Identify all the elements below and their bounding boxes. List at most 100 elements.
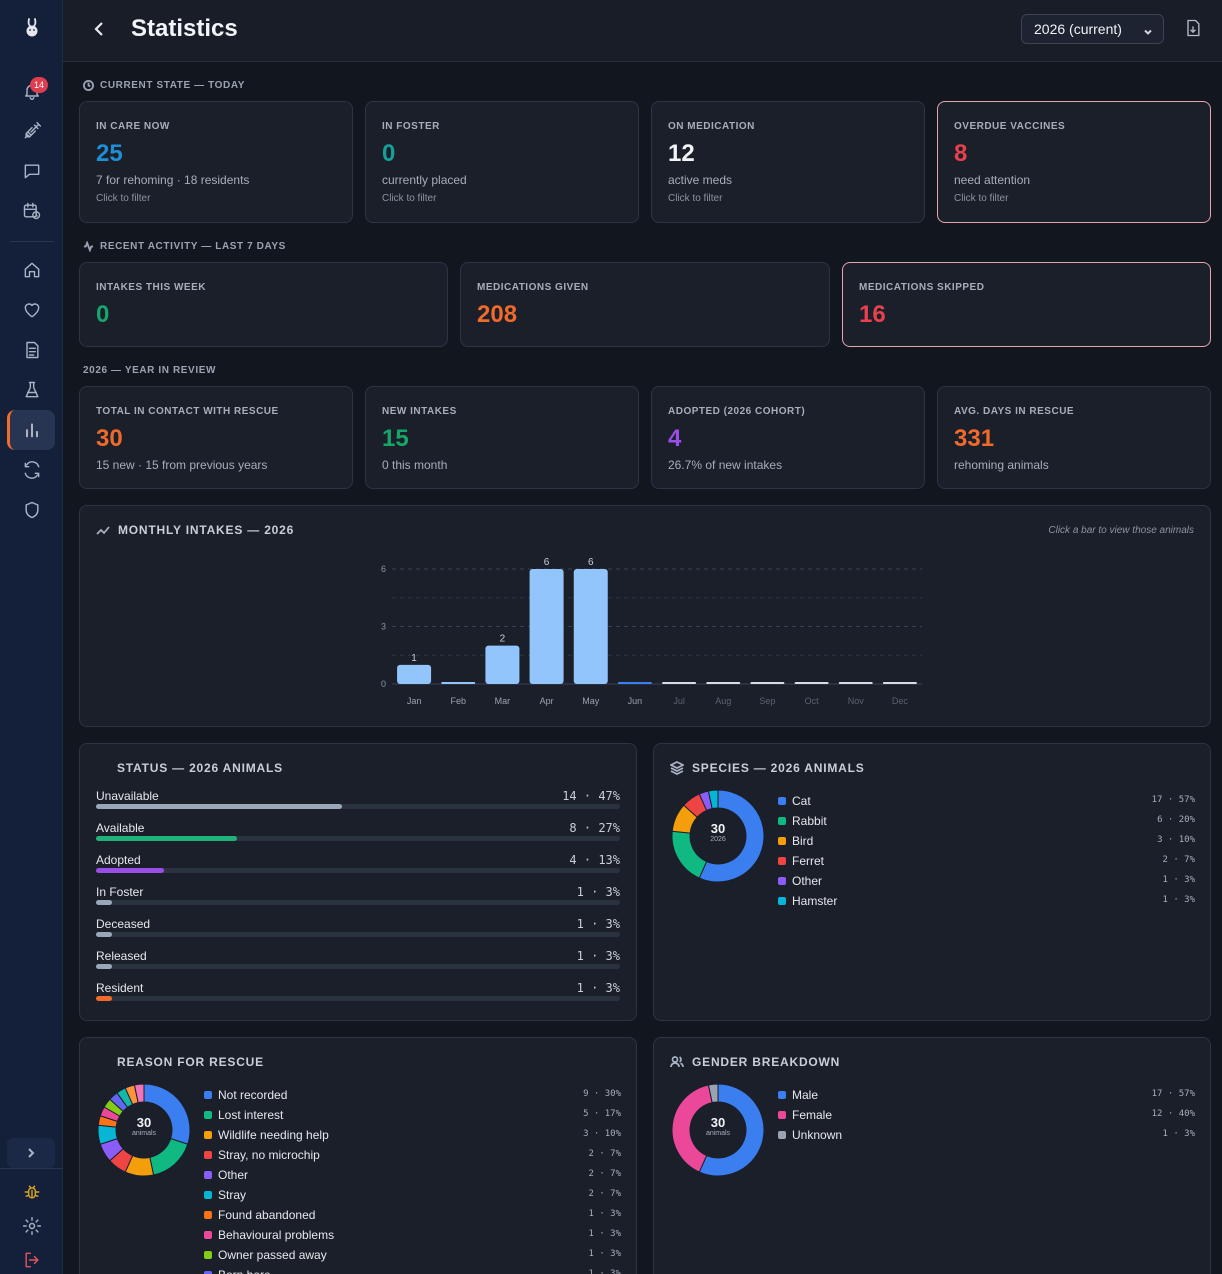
legend-item[interactable]: Other 2 · 7% [204,1168,621,1182]
legend-name: Not recorded [218,1088,288,1102]
donut-slice[interactable] [698,789,765,883]
legend-item[interactable]: Behavioural problems 1 · 3% [204,1228,621,1242]
card-label: MEDICATIONS GIVEN [477,282,589,293]
syringe-icon[interactable] [19,118,45,144]
status-row[interactable]: Available 8 · 27% [96,821,620,851]
status-track [96,836,620,841]
activity-icon [83,241,94,252]
legend-swatch [778,857,786,865]
legend-item[interactable]: Ferret 2 · 7% [778,854,1195,868]
legend-item[interactable]: Wildlife needing help 3 · 10% [204,1128,621,1142]
document-icon[interactable] [19,337,45,363]
heart-icon[interactable] [19,297,45,323]
card-avg-days: AVG. DAYS IN RESCUE 331 rehoming animals [937,386,1211,489]
legend-name: Stray [218,1188,247,1202]
legend-item[interactable]: Stray, no microchip 2 · 7% [204,1148,621,1162]
legend-item[interactable]: Not recorded 9 · 30% [204,1088,621,1102]
back-button[interactable] [89,18,111,40]
legend-item[interactable]: Hamster 1 · 3% [778,894,1195,908]
bar[interactable] [838,682,873,684]
card-overdue-vaccines[interactable]: OVERDUE VACCINES 8 need attention Click … [937,101,1211,223]
chat-icon[interactable] [19,158,45,184]
reason-panel: REASON FOR RESCUE 30 animals Not recorde… [79,1037,637,1274]
donut-slice[interactable] [707,789,719,810]
legend-item[interactable]: Cat 17 · 57% [778,794,1195,808]
status-name: Resident [96,981,144,995]
gear-icon[interactable] [19,1213,45,1239]
card-value: 30 [96,425,123,452]
donut-slice[interactable] [149,1138,189,1176]
legend-item[interactable]: Male 17 · 57% [778,1088,1195,1102]
legend-name: Female [792,1108,833,1122]
donut-slice[interactable] [707,1083,719,1104]
bar[interactable] [706,682,741,684]
donut-center: 30 animals [670,1115,766,1137]
year-select[interactable]: 2026 (current) [1021,14,1164,44]
bar[interactable] [882,682,917,684]
legend-item[interactable]: Lost interest 5 · 17% [204,1108,621,1122]
status-row[interactable]: In Foster 1 · 3% [96,885,620,915]
bar[interactable] [617,682,652,684]
status-value: 8 · 27% [569,821,620,835]
status-row[interactable]: Deceased 1 · 3% [96,917,620,947]
card-on-medication[interactable]: ON MEDICATION 12 active meds Click to fi… [651,101,925,223]
legend-item[interactable]: Owner passed away 1 · 3% [204,1248,621,1262]
donut-slice[interactable] [698,1083,765,1177]
legend-item[interactable]: Other 1 · 3% [778,874,1195,888]
legend-item[interactable]: Rabbit 6 · 20% [778,814,1195,828]
card-hint: Click to filter [382,193,437,204]
status-value: 4 · 13% [569,853,620,867]
legend-item[interactable]: Female 12 · 40% [778,1108,1195,1122]
bar[interactable] [441,682,476,684]
legend-item[interactable]: Born here 1 · 3% [204,1268,621,1274]
legend-swatch [778,797,786,805]
donut-slice[interactable] [133,1083,145,1104]
bug-icon[interactable] [19,1179,45,1205]
expand-sidebar-button[interactable] [7,1138,55,1168]
refresh-icon[interactable] [19,457,45,483]
monthly-intakes-chart: 0 3 6 1 Jan Feb 2 Mar 6 Apr 6 May Jun Jul Aug Sep Oct Nov… [381,557,922,706]
bar[interactable] [397,664,432,684]
status-fill [96,964,112,969]
rabbit-logo-icon[interactable] [20,16,44,40]
card-medications-given: MEDICATIONS GIVEN 208 [460,262,830,347]
export-button[interactable] [1183,18,1205,40]
card-label: NEW INTAKES [382,406,457,417]
legend-swatch [204,1271,212,1274]
monthly-intakes-panel: MONTHLY INTAKES — 2026 Click a bar to vi… [79,505,1211,727]
home-icon[interactable] [19,257,45,283]
donut-slice[interactable] [671,1084,713,1173]
legend-item[interactable]: Bird 3 · 10% [778,834,1195,848]
bar[interactable] [750,682,785,684]
status-row[interactable]: Adopted 4 · 13% [96,853,620,883]
status-row[interactable]: Unavailable 14 · 47% [96,789,620,819]
legend-item[interactable]: Stray 2 · 7% [204,1188,621,1202]
card-value: 208 [477,301,518,328]
legend-item[interactable]: Found abandoned 1 · 3% [204,1208,621,1222]
legend-value: 17 · 57% [1151,795,1195,805]
bar[interactable] [573,569,608,684]
legend-value: 1 · 3% [1162,875,1195,885]
status-row[interactable]: Released 1 · 3% [96,949,620,979]
legend-name: Owner passed away [218,1248,327,1262]
shield-icon[interactable] [19,497,45,523]
bar-chart-icon[interactable] [19,417,45,443]
bar[interactable] [662,682,697,684]
x-tick-label: Sep [759,696,775,706]
card-label: TOTAL IN CONTACT WITH RESCUE [96,406,279,417]
legend-item[interactable]: Unknown 1 · 3% [778,1128,1195,1142]
card-in-foster[interactable]: IN FOSTER 0 currently placed Click to fi… [365,101,639,223]
page-title: Statistics [131,15,238,42]
flask-icon[interactable] [19,377,45,403]
logout-icon[interactable] [19,1247,45,1273]
bar[interactable] [794,682,829,684]
status-row[interactable]: Resident 1 · 3% [96,981,620,1011]
legend-value: 1 · 3% [588,1229,621,1239]
legend-value: 1 · 3% [588,1269,621,1274]
bar[interactable] [485,645,520,684]
bar[interactable] [529,569,564,684]
card-in-care-now[interactable]: IN CARE NOW 25 7 for rehoming · 18 resid… [79,101,353,223]
calendar-clock-icon[interactable] [19,198,45,224]
bar-value-label: 1 [411,653,417,664]
legend-value: 2 · 7% [1162,855,1195,865]
